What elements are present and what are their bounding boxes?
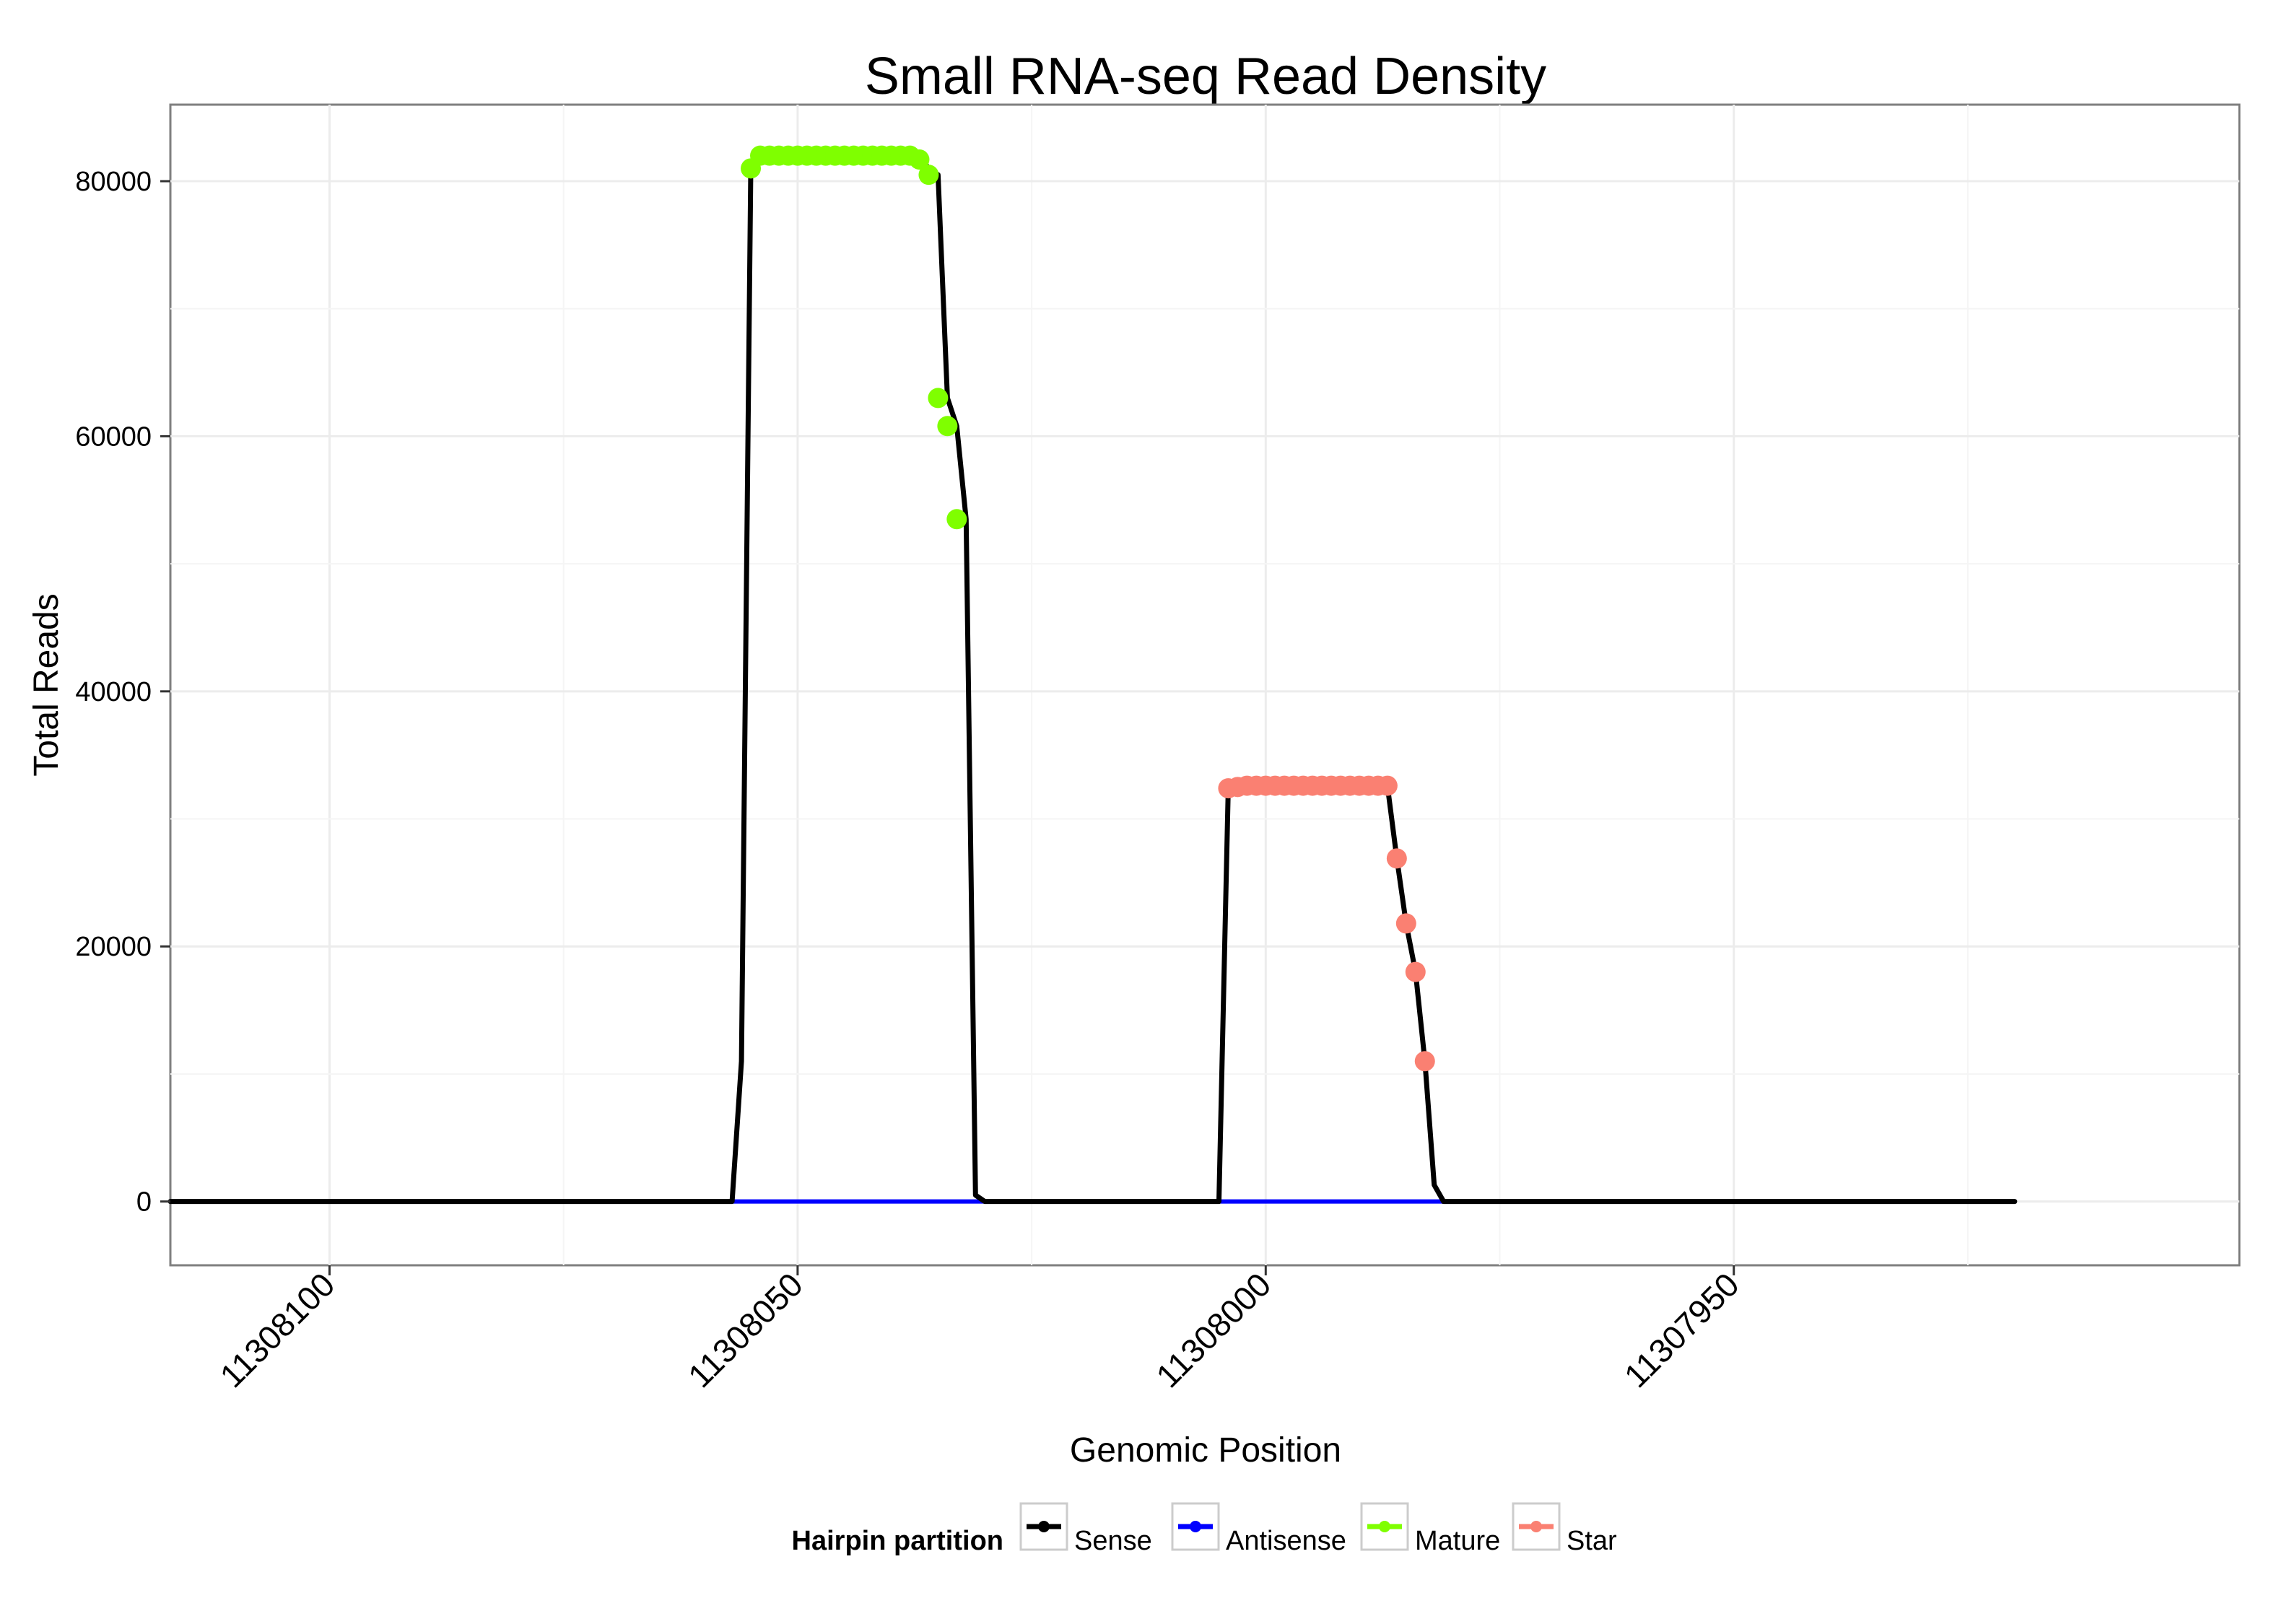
legend-key-point [1190,1521,1201,1532]
y-tick-label: 60000 [75,422,152,452]
x-axis-title: Genomic Position [1070,1431,1341,1470]
legend-label: Mature [1415,1526,1500,1556]
x-tick-label: 11307950 [1617,1265,1746,1394]
mature-point [918,165,939,185]
x-tick-label: 11308050 [681,1265,810,1394]
x-tick-label: 11308000 [1149,1265,1278,1394]
mature-point [946,509,967,530]
star-point [1395,913,1416,934]
y-tick-label: 40000 [75,677,152,707]
plot-panel [169,103,2241,1267]
chart-title: Small RNA-seq Read Density [865,48,1546,105]
legend-label: Antisense [1226,1526,1346,1556]
legend-label: Sense [1074,1526,1152,1556]
mature-point [909,149,930,170]
mature-point [928,388,949,409]
legend-key-point [1379,1521,1390,1532]
y-axis-title: Total Reads [27,593,66,776]
star-point [1386,848,1407,869]
legend-key-point [1038,1521,1050,1532]
series-layer [167,145,2018,1205]
star-point [1377,775,1398,796]
legend: Hairpin partition Sense Antisense Mature St… [792,1502,1617,1556]
legend-label: Star [1567,1526,1617,1556]
mature-point [937,416,958,437]
legend-key-point [1530,1521,1542,1532]
x-tick-label: 11308100 [212,1265,341,1394]
star-point [1405,961,1426,982]
legend-entries: Sense Antisense Mature Star [1019,1502,1617,1556]
star-point [1414,1051,1435,1072]
y-tick-label: 0 [136,1187,152,1218]
legend-title: Hairpin partition [792,1526,1003,1556]
y-tick-label: 20000 [75,932,152,962]
y-tick-label: 80000 [75,167,152,197]
